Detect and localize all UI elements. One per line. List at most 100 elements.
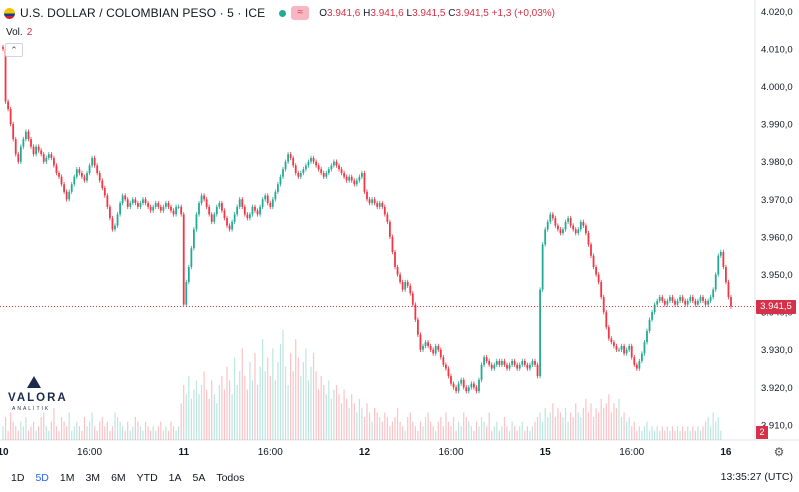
candle-body: [506, 364, 508, 369]
open-label: O: [319, 7, 327, 19]
volume-bar: [338, 394, 340, 440]
price-chart[interactable]: 4.020,0 4.010,0 4.000,0 3.990,0 3.980,0 3.970…: [0, 0, 799, 464]
volume-bar: [486, 426, 488, 440]
volume-bar: [71, 430, 73, 440]
logo-triangle-icon: [27, 376, 41, 388]
volume-bar: [468, 421, 470, 440]
x-tick-label: 16:00: [619, 447, 644, 458]
volume-bar: [595, 407, 597, 440]
candle-body: [116, 214, 119, 226]
colombia-flag-icon: [4, 7, 15, 19]
volume-bar: [409, 412, 411, 440]
volume-bar: [346, 398, 348, 440]
volume-bar: [445, 412, 447, 440]
volume-bar: [659, 430, 661, 440]
candle-body: [205, 199, 208, 207]
x-tick-label: 16:00: [77, 447, 102, 458]
candle-body: [470, 383, 473, 388]
volume-bar: [129, 430, 131, 440]
candle-body: [40, 150, 43, 155]
candle-body: [114, 225, 116, 230]
volume-bar: [249, 362, 251, 440]
range-5a[interactable]: 5A: [192, 472, 206, 484]
candle-body: [445, 364, 447, 369]
range-6m[interactable]: 6M: [111, 472, 126, 484]
candle-body: [22, 139, 25, 147]
range-5d[interactable]: 5D: [35, 472, 49, 484]
volume-label: Vol.: [6, 27, 23, 38]
candle-body: [172, 210, 175, 215]
candle-body: [623, 345, 625, 354]
range-3m[interactable]: 3M: [85, 472, 101, 484]
volume-bar: [414, 426, 416, 440]
volume-bar: [651, 426, 653, 440]
volume-bar: [157, 426, 159, 440]
candle-body: [274, 191, 277, 200]
candle-body: [409, 285, 412, 294]
high-label: H: [363, 7, 371, 19]
volume-bar: [185, 394, 187, 440]
volume-bar: [211, 380, 213, 440]
volume-bar: [119, 421, 121, 440]
volume-bar: [575, 403, 577, 440]
utc-clock[interactable]: 13:35:27 (UTC): [720, 471, 793, 483]
candle-body: [490, 364, 493, 369]
candle-body: [55, 165, 58, 173]
settings-gear-icon[interactable]: ⚙: [773, 445, 785, 459]
candle-body: [261, 199, 264, 207]
candle-body: [628, 345, 631, 350]
candle-body: [142, 199, 144, 204]
candle-body: [429, 345, 432, 350]
volume-bar: [78, 426, 80, 440]
volume-bar: [514, 426, 516, 440]
volume-bar: [221, 375, 223, 440]
volume-bar: [7, 430, 9, 440]
volume-bar: [648, 430, 651, 440]
candle-body: [165, 203, 167, 207]
candle-body: [68, 191, 71, 200]
y-tick-label: 4.010,0: [761, 44, 793, 55]
volume-bar: [603, 407, 605, 440]
range-ytd[interactable]: YTD: [136, 472, 158, 484]
candle-body: [455, 387, 457, 392]
range-todos[interactable]: Todos: [216, 472, 245, 484]
volume-bar: [88, 421, 91, 440]
candle-body: [195, 214, 198, 230]
volume-bar: [608, 394, 610, 440]
volume-bar: [63, 421, 65, 440]
volume-bar: [483, 421, 485, 440]
x-tick-label: 16:00: [438, 447, 463, 458]
volume-bar: [170, 421, 172, 440]
volume-bar: [521, 421, 523, 440]
candle-body: [152, 206, 155, 211]
candle-body: [322, 172, 325, 177]
candle-body: [373, 199, 376, 204]
candle-body: [712, 289, 715, 298]
range-1a[interactable]: 1A: [168, 472, 182, 484]
candle-body: [37, 146, 40, 151]
volume-bar: [351, 394, 353, 440]
source-badge[interactable]: ≈: [291, 6, 310, 20]
volume-bar: [310, 366, 312, 440]
volume-bar: [43, 412, 45, 440]
range-1d[interactable]: 1D: [11, 472, 25, 484]
volume-bar: [343, 389, 345, 440]
candle-body: [126, 199, 129, 207]
candle-body: [513, 361, 516, 365]
candle-body: [185, 282, 188, 305]
candle-body: [529, 364, 531, 369]
candle-body: [434, 345, 437, 354]
volume-bar: [297, 357, 299, 440]
candle-body: [651, 312, 653, 320]
collapse-legend-button[interactable]: ⌃: [5, 43, 23, 57]
range-1m[interactable]: 1M: [59, 472, 75, 484]
candle-body: [526, 364, 529, 369]
candle-body: [567, 218, 569, 222]
volume-bar: [17, 430, 19, 440]
candle-body: [676, 300, 679, 305]
candle-body: [193, 229, 195, 249]
symbol-title[interactable]: U.S. DOLLAR / COLOMBIAN PESO · 5 · ICE: [20, 6, 266, 20]
candle-body: [88, 165, 91, 173]
candle-body: [633, 357, 636, 365]
volume-bar: [440, 417, 442, 440]
